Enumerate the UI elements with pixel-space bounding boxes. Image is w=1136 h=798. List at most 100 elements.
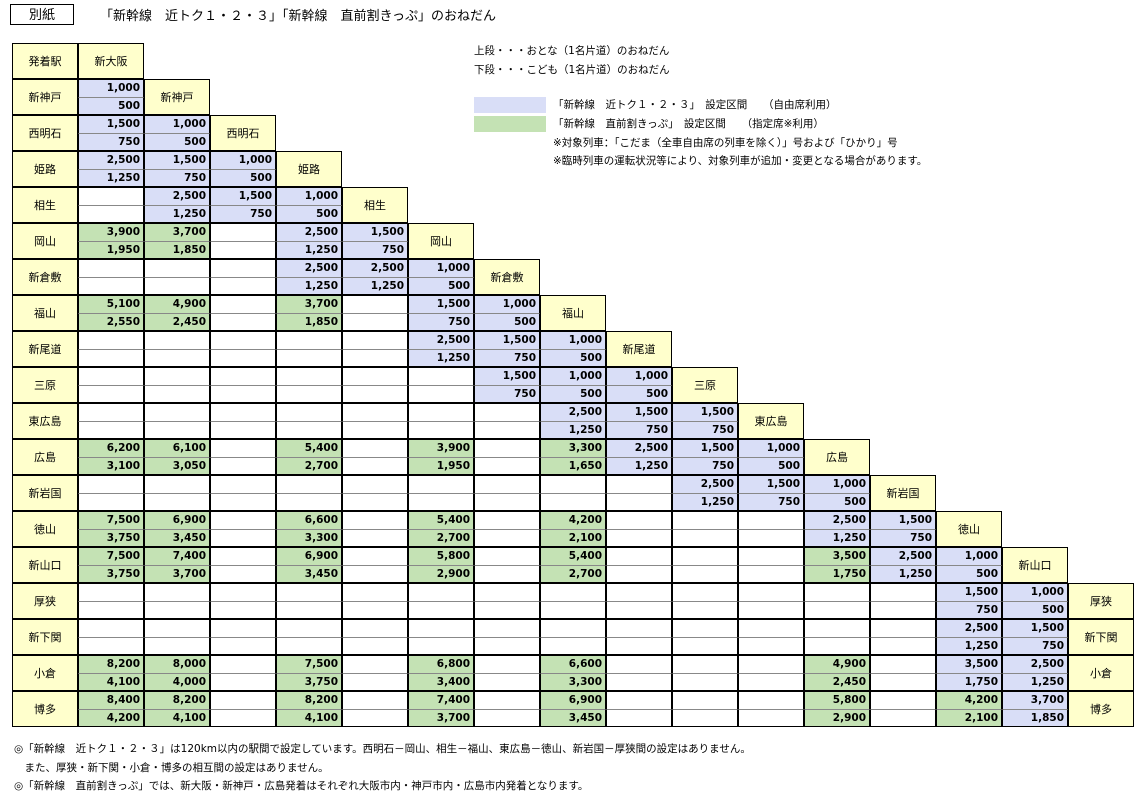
- station-header-diagonal: 西明石: [210, 115, 276, 151]
- fare-cell-child: [474, 709, 540, 727]
- station-header-diagonal: 岡山: [408, 223, 474, 259]
- fare-cell-adult: [342, 295, 408, 313]
- fare-cell-child: 500: [804, 493, 870, 511]
- fare-cell-adult: [408, 367, 474, 385]
- fare-cell-adult: [78, 259, 144, 277]
- row-station-label: 新岩国: [12, 475, 78, 511]
- fare-cell-child: 500: [408, 277, 474, 295]
- fare-cell-adult: 2,500: [1002, 655, 1068, 673]
- fare-cell-adult: 2,500: [342, 259, 408, 277]
- fare-cell-child: [870, 673, 936, 691]
- fare-cell-child: [210, 241, 276, 259]
- fare-cell-adult: [672, 655, 738, 673]
- fare-cell-adult: 2,500: [144, 187, 210, 205]
- fare-cell-adult: [474, 655, 540, 673]
- station-header-diagonal: 相生: [342, 187, 408, 223]
- fare-cell-child: 500: [276, 205, 342, 223]
- fare-cell-child: 3,050: [144, 457, 210, 475]
- fare-cell-adult: 2,500: [78, 151, 144, 169]
- fare-cell-child: [804, 601, 870, 619]
- footnote-1: ◎「新幹線 近トク１・２・３」は120km以内の駅間で設定しています。西明石－岡…: [14, 743, 751, 755]
- fare-cell-child: 4,100: [78, 673, 144, 691]
- fare-cell-adult: [144, 367, 210, 385]
- fare-cell-child: [78, 277, 144, 295]
- fare-cell-adult: [606, 475, 672, 493]
- row-station-label: 新山口: [12, 547, 78, 583]
- fare-cell-adult: 1,000: [606, 367, 672, 385]
- row-station-label: 岡山: [12, 223, 78, 259]
- fare-cell-adult: 4,900: [804, 655, 870, 673]
- fare-cell-child: [408, 493, 474, 511]
- fare-cell-child: [672, 637, 738, 655]
- fare-cell-adult: [342, 547, 408, 565]
- fare-cell-child: [606, 601, 672, 619]
- fare-cell-child: 4,000: [144, 673, 210, 691]
- fare-cell-child: [342, 637, 408, 655]
- fare-cell-adult: [276, 331, 342, 349]
- fare-cell-adult: 6,100: [144, 439, 210, 457]
- fare-cell-adult: 1,500: [474, 367, 540, 385]
- station-header-diagonal: 三原: [672, 367, 738, 403]
- legend-note-child: 下段・・・こども（1名片道）のおねだん: [474, 64, 670, 76]
- fare-cell-child: [78, 349, 144, 367]
- fare-cell-adult: 1,000: [276, 187, 342, 205]
- fare-cell-adult: 1,000: [474, 295, 540, 313]
- fare-cell-child: [144, 493, 210, 511]
- fare-cell-child: [144, 349, 210, 367]
- fare-cell-adult: [210, 511, 276, 529]
- fare-cell-adult: [210, 583, 276, 601]
- fare-cell-child: [474, 529, 540, 547]
- fare-cell-child: 2,550: [78, 313, 144, 331]
- fare-cell-adult: [672, 583, 738, 601]
- fare-cell-child: 500: [1002, 601, 1068, 619]
- footnote-3: ◎「新幹線 直前割きっぷ」では、新大阪・新神戸・広島発着はそれぞれ大阪市内・神戸…: [14, 780, 589, 792]
- fare-cell-adult: [474, 403, 540, 421]
- fare-cell-adult: [342, 439, 408, 457]
- fare-cell-adult: 1,000: [738, 439, 804, 457]
- fare-cell-child: 3,300: [276, 529, 342, 547]
- fare-cell-child: [210, 673, 276, 691]
- legend-extra-2: ※臨時列車の運転状況等により、対象列車が追加・変更となる場合があります。: [553, 155, 928, 167]
- fare-cell-adult: [738, 547, 804, 565]
- fare-cell-child: 500: [606, 385, 672, 403]
- fare-cell-adult: [804, 583, 870, 601]
- row-station-label: 博多: [12, 691, 78, 727]
- fare-cell-adult: [408, 403, 474, 421]
- fare-cell-adult: 6,600: [540, 655, 606, 673]
- legend-label-blue: 「新幹線 近トク１・２・３」 設定区間 （自由席利用）: [553, 99, 837, 111]
- fare-cell-adult: 7,400: [408, 691, 474, 709]
- fare-cell-child: [408, 601, 474, 619]
- fare-cell-child: 1,950: [78, 241, 144, 259]
- fare-cell-adult: [408, 475, 474, 493]
- fare-cell-adult: 1,000: [78, 79, 144, 97]
- fare-cell-child: [342, 673, 408, 691]
- station-header-diagonal: 福山: [540, 295, 606, 331]
- fare-cell-child: 3,450: [540, 709, 606, 727]
- fare-cell-adult: 1,000: [804, 475, 870, 493]
- fare-cell-child: [474, 565, 540, 583]
- fare-cell-adult: 2,500: [540, 403, 606, 421]
- fare-cell-adult: 6,900: [276, 547, 342, 565]
- fare-cell-adult: 8,200: [276, 691, 342, 709]
- fare-cell-child: 2,450: [804, 673, 870, 691]
- fare-cell-adult: 3,500: [936, 655, 1002, 673]
- station-header-diagonal: 徳山: [936, 511, 1002, 547]
- fare-cell-adult: 1,000: [540, 331, 606, 349]
- fare-cell-child: [408, 637, 474, 655]
- fare-cell-child: 4,100: [144, 709, 210, 727]
- fare-cell-child: 750: [738, 493, 804, 511]
- fare-cell-child: [738, 565, 804, 583]
- fare-cell-adult: [672, 511, 738, 529]
- fare-cell-adult: 1,500: [408, 295, 474, 313]
- fare-cell-child: 4,200: [78, 709, 144, 727]
- fare-cell-child: [144, 421, 210, 439]
- fare-cell-child: 500: [144, 133, 210, 151]
- fare-cell-child: 1,250: [606, 457, 672, 475]
- fare-cell-adult: 1,500: [210, 187, 276, 205]
- fare-cell-child: [870, 709, 936, 727]
- fare-cell-adult: 6,600: [276, 511, 342, 529]
- fare-cell-child: 750: [408, 313, 474, 331]
- fare-cell-child: 2,100: [936, 709, 1002, 727]
- fare-cell-adult: [870, 691, 936, 709]
- fare-cell-adult: [870, 655, 936, 673]
